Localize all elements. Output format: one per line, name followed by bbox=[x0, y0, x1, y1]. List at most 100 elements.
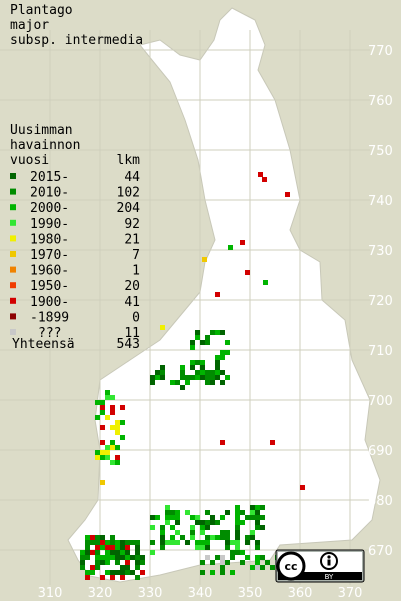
observation-square bbox=[215, 360, 220, 365]
observation-square bbox=[85, 575, 90, 580]
observation-square bbox=[220, 330, 225, 335]
observation-square bbox=[195, 335, 200, 340]
observation-square bbox=[220, 440, 225, 445]
observation-square bbox=[210, 370, 215, 375]
observation-square bbox=[120, 565, 125, 570]
observation-square bbox=[170, 540, 175, 545]
by-icon bbox=[327, 555, 331, 559]
observation-square bbox=[150, 515, 155, 520]
observation-square bbox=[160, 530, 165, 535]
observation-square bbox=[215, 355, 220, 360]
observation-square bbox=[120, 405, 125, 410]
legend-label: 2000- bbox=[30, 201, 69, 216]
observation-square bbox=[140, 555, 145, 560]
observation-square bbox=[225, 350, 230, 355]
observation-square bbox=[235, 525, 240, 530]
observation-square bbox=[85, 555, 90, 560]
observation-square bbox=[85, 550, 90, 555]
observation-square bbox=[110, 575, 115, 580]
observation-square bbox=[160, 535, 165, 540]
observation-square bbox=[225, 530, 230, 535]
observation-square bbox=[100, 410, 105, 415]
observation-square bbox=[185, 510, 190, 515]
observation-square bbox=[100, 425, 105, 430]
observation-square bbox=[125, 560, 130, 565]
observation-square bbox=[250, 530, 255, 535]
observation-square bbox=[160, 375, 165, 380]
observation-square bbox=[130, 540, 135, 545]
observation-square bbox=[135, 565, 140, 570]
observation-square bbox=[115, 445, 120, 450]
observation-square bbox=[115, 455, 120, 460]
observation-square bbox=[90, 535, 95, 540]
legend-count: 92 bbox=[124, 217, 140, 232]
observation-square bbox=[185, 380, 190, 385]
observation-square bbox=[135, 575, 140, 580]
observation-square bbox=[195, 540, 200, 545]
observation-square bbox=[190, 345, 195, 350]
observation-square bbox=[150, 550, 155, 555]
observation-square bbox=[100, 560, 105, 565]
observation-square bbox=[245, 535, 250, 540]
observation-square bbox=[170, 525, 175, 530]
observation-square bbox=[160, 545, 165, 550]
observation-square bbox=[125, 570, 130, 575]
observation-square bbox=[228, 245, 233, 250]
observation-square bbox=[210, 375, 215, 380]
observation-square bbox=[115, 545, 120, 550]
x-coordinate-label: 330 bbox=[138, 586, 163, 601]
observation-square bbox=[255, 545, 260, 550]
observation-square bbox=[120, 570, 125, 575]
y-coordinate-label: 770 bbox=[368, 44, 393, 59]
observation-square bbox=[200, 545, 205, 550]
observation-square bbox=[220, 370, 225, 375]
observation-square bbox=[240, 510, 245, 515]
observation-square bbox=[110, 545, 115, 550]
observation-square bbox=[225, 560, 230, 565]
observation-square bbox=[105, 445, 110, 450]
observation-square bbox=[135, 555, 140, 560]
observation-square bbox=[105, 560, 110, 565]
legend-swatch bbox=[10, 188, 16, 195]
observation-square bbox=[255, 505, 260, 510]
observation-square bbox=[125, 565, 130, 570]
observation-square bbox=[95, 455, 100, 460]
observation-square bbox=[225, 510, 230, 515]
observation-square bbox=[235, 530, 240, 535]
observation-squares bbox=[80, 172, 305, 580]
observation-square bbox=[100, 480, 105, 485]
observation-square bbox=[170, 515, 175, 520]
observation-square bbox=[230, 570, 235, 575]
legend-count: 7 bbox=[132, 248, 140, 263]
observation-square bbox=[95, 450, 100, 455]
observation-square bbox=[115, 570, 120, 575]
observation-square bbox=[90, 550, 95, 555]
observation-square bbox=[180, 375, 185, 380]
observation-square bbox=[85, 545, 90, 550]
observation-square bbox=[80, 550, 85, 555]
observation-square bbox=[90, 570, 95, 575]
cc-text: cc bbox=[284, 560, 297, 573]
observation-square bbox=[235, 540, 240, 545]
x-coordinate-label: 360 bbox=[288, 586, 313, 601]
observation-square bbox=[215, 292, 220, 297]
observation-square bbox=[250, 505, 255, 510]
observation-square bbox=[230, 550, 235, 555]
y-coordinate-label: 740 bbox=[368, 194, 393, 209]
observation-square bbox=[85, 535, 90, 540]
legend-count: 102 bbox=[117, 186, 140, 201]
observation-square bbox=[115, 425, 120, 430]
observation-square bbox=[90, 540, 95, 545]
observation-square bbox=[235, 520, 240, 525]
observation-square bbox=[230, 555, 235, 560]
observation-square bbox=[165, 520, 170, 525]
observation-square bbox=[170, 510, 175, 515]
observation-square bbox=[105, 455, 110, 460]
observation-square bbox=[95, 555, 100, 560]
observation-square bbox=[185, 540, 190, 545]
observation-square bbox=[210, 520, 215, 525]
legend-count: 11 bbox=[124, 326, 140, 341]
legend-count: 21 bbox=[124, 232, 140, 247]
legend-swatch bbox=[10, 173, 16, 179]
